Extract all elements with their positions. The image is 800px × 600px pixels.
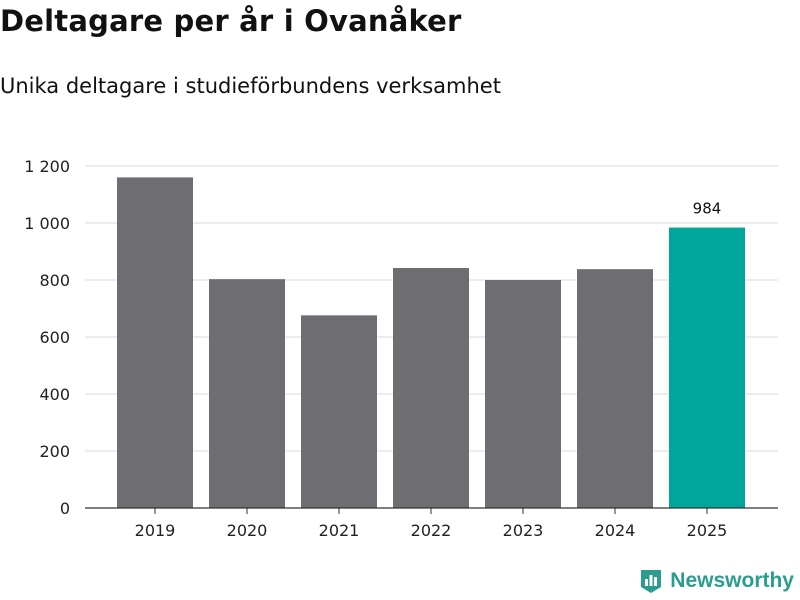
y-tick-label: 1 200	[24, 157, 70, 176]
bar-2020	[209, 279, 285, 508]
y-tick-label: 200	[39, 442, 70, 461]
bar-2025	[669, 227, 745, 508]
chart-title: Deltagare per år i Ovanåker	[0, 4, 462, 38]
x-tick-label: 2023	[503, 521, 544, 540]
x-tick-label: 2022	[411, 521, 452, 540]
newsworthy-logo-icon	[641, 570, 662, 593]
y-tick-label: 800	[39, 271, 70, 290]
y-tick-label: 400	[39, 385, 70, 404]
y-tick-label: 1 000	[24, 214, 70, 233]
bar-2022	[393, 268, 469, 508]
bar-2024	[577, 269, 653, 508]
x-tick-label: 2020	[227, 521, 268, 540]
x-tick-label: 2021	[319, 521, 360, 540]
x-tick-label: 2024	[595, 521, 636, 540]
bar-2021	[301, 315, 377, 508]
brand-logo: Newsworthy	[638, 568, 794, 594]
brand-name: Newsworthy	[670, 569, 794, 592]
x-tick-label: 2025	[687, 521, 728, 540]
bar-2023	[485, 280, 561, 508]
x-tick-label: 2019	[135, 521, 176, 540]
y-tick-label: 600	[39, 328, 70, 347]
chart-subtitle: Unika deltagare i studieförbundens verks…	[0, 74, 501, 98]
bar-2019	[117, 177, 193, 508]
data-label: 984	[693, 200, 722, 218]
y-tick-label: 0	[60, 499, 70, 518]
